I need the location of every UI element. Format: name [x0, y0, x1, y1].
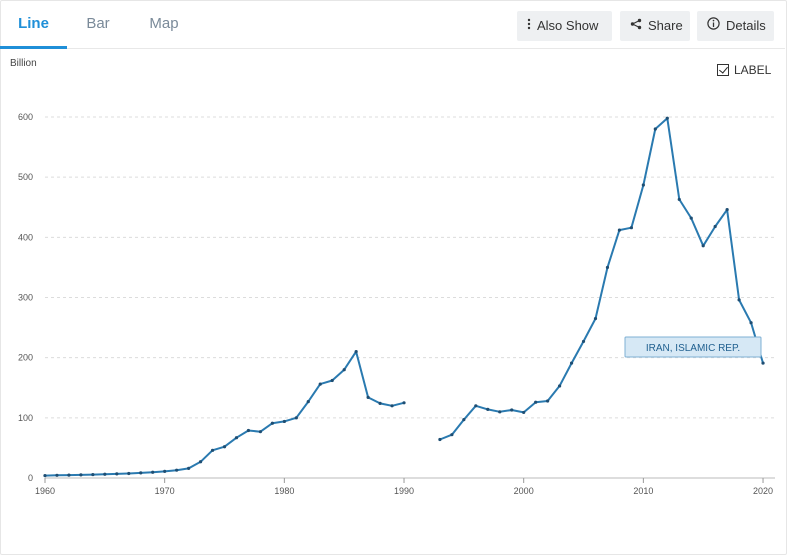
y-tick-label: 200 [18, 353, 33, 363]
data-point [749, 321, 753, 325]
x-tick-label: 1960 [35, 486, 55, 496]
series-line [439, 117, 764, 441]
data-point [55, 473, 59, 477]
data-point [450, 433, 454, 437]
data-point [139, 471, 143, 475]
y-tick-label: 400 [18, 232, 33, 242]
more-vertical-icon [527, 11, 531, 41]
data-point [306, 399, 310, 404]
data-point [737, 298, 741, 302]
series-line [44, 350, 405, 477]
share-button[interactable]: Share [620, 11, 690, 41]
y-tick-label: 0 [28, 473, 33, 483]
share-icon [630, 11, 642, 41]
data-point [43, 473, 47, 478]
data-point [390, 404, 394, 408]
data-point [593, 316, 598, 321]
data-point [462, 418, 466, 422]
label-toggle[interactable]: LABEL [717, 63, 771, 77]
tab-bar[interactable]: Bar [86, 15, 110, 32]
data-point [438, 437, 442, 442]
data-point [510, 408, 514, 412]
data-point [198, 460, 203, 464]
data-point [725, 208, 729, 212]
data-point [163, 469, 167, 473]
x-tick-label: 2020 [753, 486, 773, 496]
data-point [486, 407, 490, 412]
data-point [498, 410, 502, 414]
data-point [103, 472, 107, 476]
data-point [127, 471, 131, 476]
data-point [569, 361, 574, 365]
data-point [222, 445, 227, 449]
y-tick-label: 600 [18, 112, 33, 122]
view-tab-bar: Line Bar Map Also Show Share Details [0, 0, 785, 49]
tab-map[interactable]: Map [149, 15, 179, 32]
data-point [629, 226, 633, 230]
data-point [79, 473, 83, 477]
data-point [665, 116, 669, 120]
x-tick-label: 1990 [394, 486, 414, 496]
data-point [366, 395, 370, 399]
data-point [234, 436, 239, 440]
data-point [474, 404, 478, 408]
details-button[interactable]: Details [697, 11, 774, 41]
x-tick-label: 2010 [633, 486, 653, 496]
data-point [270, 421, 274, 425]
x-tick-label: 1970 [155, 486, 175, 496]
data-point [258, 430, 263, 434]
y-tick-label: 300 [18, 293, 33, 303]
also-show-label: Also Show [537, 18, 599, 33]
data-point [713, 224, 717, 229]
data-point [187, 466, 191, 470]
series-label-box [624, 336, 762, 358]
data-point [546, 399, 550, 403]
data-point [534, 400, 538, 404]
data-point [617, 228, 622, 232]
x-tick-label: 2000 [514, 486, 534, 496]
data-point [282, 419, 286, 424]
label-checkbox[interactable] [717, 64, 729, 76]
series-label-text: IRAN, ISLAMIC REP. [646, 343, 740, 354]
data-point [605, 265, 610, 270]
data-point [151, 470, 155, 474]
data-point [115, 472, 119, 476]
label-toggle-text: LABEL [734, 63, 772, 77]
data-point [402, 401, 406, 405]
data-point [701, 244, 705, 248]
details-label: Details [726, 18, 766, 33]
data-point [330, 378, 334, 383]
data-point [653, 127, 657, 131]
data-point [581, 339, 586, 344]
data-point [91, 472, 95, 477]
data-point [294, 416, 298, 420]
data-point [522, 410, 526, 415]
y-tick-label: 500 [18, 172, 33, 182]
y-tick-label: 100 [18, 413, 33, 423]
data-point [378, 401, 382, 405]
share-label: Share [648, 18, 683, 33]
data-point [677, 197, 681, 202]
data-point [318, 382, 322, 386]
info-icon [707, 11, 720, 41]
data-point [175, 468, 179, 472]
series-label-tag: IRAN, ISLAMIC REP. [624, 336, 762, 358]
data-point [557, 384, 562, 388]
data-point [342, 368, 346, 372]
data-point [67, 473, 71, 477]
x-tick-label: 1980 [274, 486, 294, 496]
data-point [689, 216, 693, 220]
data-point [354, 350, 358, 354]
tab-line[interactable]: Line [0, 0, 67, 49]
data-point [210, 448, 215, 452]
data-point [761, 361, 765, 365]
data-point [246, 428, 251, 433]
y-axis-unit-label: Billion [10, 58, 37, 69]
also-show-button[interactable]: Also Show [517, 11, 612, 41]
data-point [641, 183, 645, 187]
